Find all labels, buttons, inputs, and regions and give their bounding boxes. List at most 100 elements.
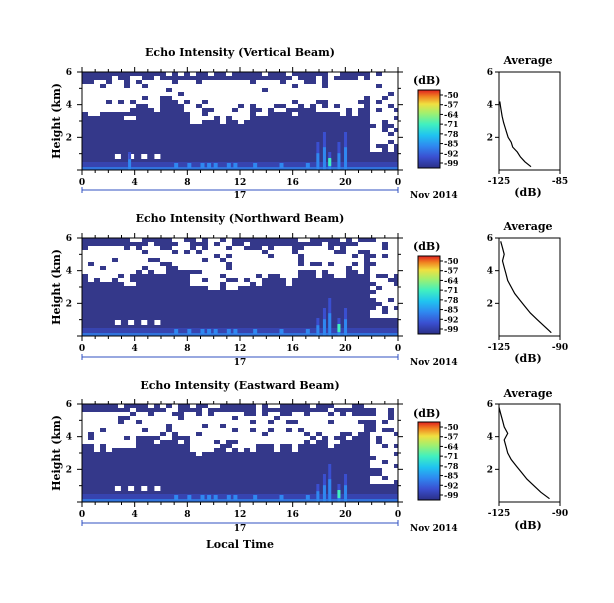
no-data-cell xyxy=(94,96,100,100)
no-data-cell xyxy=(346,84,352,88)
no-data-cell xyxy=(394,250,400,254)
no-data-cell xyxy=(118,440,124,444)
no-data-cell xyxy=(94,424,100,428)
no-data-cell xyxy=(334,262,340,266)
no-data-cell xyxy=(106,88,112,92)
no-data-cell xyxy=(214,108,220,112)
y-tick-label: 4 xyxy=(66,433,72,443)
no-data-cell xyxy=(376,464,382,468)
no-data-cell xyxy=(124,100,130,104)
no-data-cell xyxy=(100,270,106,274)
no-data-cell xyxy=(340,420,346,424)
shallow-echo-column xyxy=(226,163,231,168)
no-data-cell xyxy=(112,76,118,80)
no-data-cell xyxy=(160,412,166,416)
no-data-cell xyxy=(298,432,304,436)
no-data-cell xyxy=(238,96,244,100)
no-data-cell xyxy=(382,432,388,436)
y-tick-label: 6 xyxy=(66,68,72,78)
no-data-cell xyxy=(148,424,154,428)
no-data-cell xyxy=(130,266,136,270)
no-data-cell xyxy=(220,266,226,270)
no-data-cell xyxy=(184,262,190,266)
no-data-cell xyxy=(196,96,202,100)
no-data-cell xyxy=(232,246,238,250)
average-title: Average xyxy=(502,387,552,400)
no-data-cell xyxy=(262,100,268,104)
no-data-cell xyxy=(370,476,376,480)
no-data-cell xyxy=(172,408,178,412)
no-data-cell xyxy=(238,428,244,432)
no-data-cell xyxy=(82,436,88,440)
no-data-cell xyxy=(244,108,250,112)
convective-echo-core xyxy=(322,485,326,502)
no-data-cell xyxy=(334,88,340,92)
no-data-cell xyxy=(94,262,100,266)
no-data-cell xyxy=(310,96,316,100)
no-data-cell xyxy=(394,104,400,108)
no-data-cell xyxy=(394,314,400,318)
no-data-cell xyxy=(112,92,118,96)
no-data-cell xyxy=(88,274,94,278)
no-data-cell xyxy=(100,432,106,436)
no-data-cell xyxy=(388,420,394,424)
no-data-cell xyxy=(310,440,316,444)
no-data-cell xyxy=(292,96,298,100)
no-data-cell xyxy=(382,278,388,282)
no-data-cell xyxy=(376,310,382,314)
no-data-cell xyxy=(394,476,400,480)
no-data-cell xyxy=(370,452,376,456)
no-data-cell xyxy=(244,440,250,444)
no-data-cell xyxy=(292,80,298,84)
no-data-cell xyxy=(238,100,244,104)
no-data-cell xyxy=(394,286,400,290)
no-data-cell xyxy=(112,428,118,432)
no-data-cell xyxy=(190,250,196,254)
no-data-cell xyxy=(130,254,136,258)
no-data-cell xyxy=(256,440,262,444)
no-data-cell xyxy=(328,408,334,412)
no-data-cell xyxy=(334,440,340,444)
no-data-cell xyxy=(202,274,208,278)
no-data-cell xyxy=(172,428,178,432)
no-data-cell xyxy=(394,404,400,408)
average-title: Average xyxy=(502,220,552,233)
no-data-cell xyxy=(292,424,298,428)
no-data-cell xyxy=(220,116,226,120)
no-data-cell xyxy=(178,84,184,88)
no-data-cell xyxy=(322,108,328,112)
no-data-cell xyxy=(130,282,136,286)
no-data-cell xyxy=(238,254,244,258)
no-data-cell xyxy=(262,72,268,76)
no-data-cell xyxy=(340,262,346,266)
no-data-cell xyxy=(316,436,322,440)
no-data-cell xyxy=(352,104,358,108)
no-data-cell xyxy=(208,258,214,262)
no-data-cell xyxy=(226,424,232,428)
no-data-cell xyxy=(322,428,328,432)
y-axis: 6 4 2 xyxy=(66,234,403,337)
convective-echo-peak xyxy=(337,490,341,498)
no-data-cell xyxy=(304,254,310,258)
no-data-cell xyxy=(394,100,400,104)
no-data-cell xyxy=(250,444,256,448)
no-data-cell xyxy=(334,412,340,416)
x-tick-label: 12 xyxy=(234,510,247,520)
colorbar-gradient xyxy=(417,421,441,501)
no-data-cell xyxy=(334,108,340,112)
no-data-cell xyxy=(202,262,208,266)
no-data-cell xyxy=(88,278,94,282)
no-data-cell xyxy=(244,96,250,100)
no-data-cell xyxy=(82,420,88,424)
y-axis-label: Height (km) xyxy=(50,415,63,491)
no-data-cell xyxy=(358,246,364,250)
no-data-cell xyxy=(382,136,388,140)
no-data-cell xyxy=(220,92,226,96)
no-data-cell xyxy=(154,108,160,112)
no-data-cell xyxy=(352,416,358,420)
no-data-cell xyxy=(166,80,172,84)
no-data-cell xyxy=(304,258,310,262)
no-data-cell xyxy=(220,246,226,250)
no-data-cell xyxy=(106,436,112,440)
no-data-cell xyxy=(262,436,268,440)
